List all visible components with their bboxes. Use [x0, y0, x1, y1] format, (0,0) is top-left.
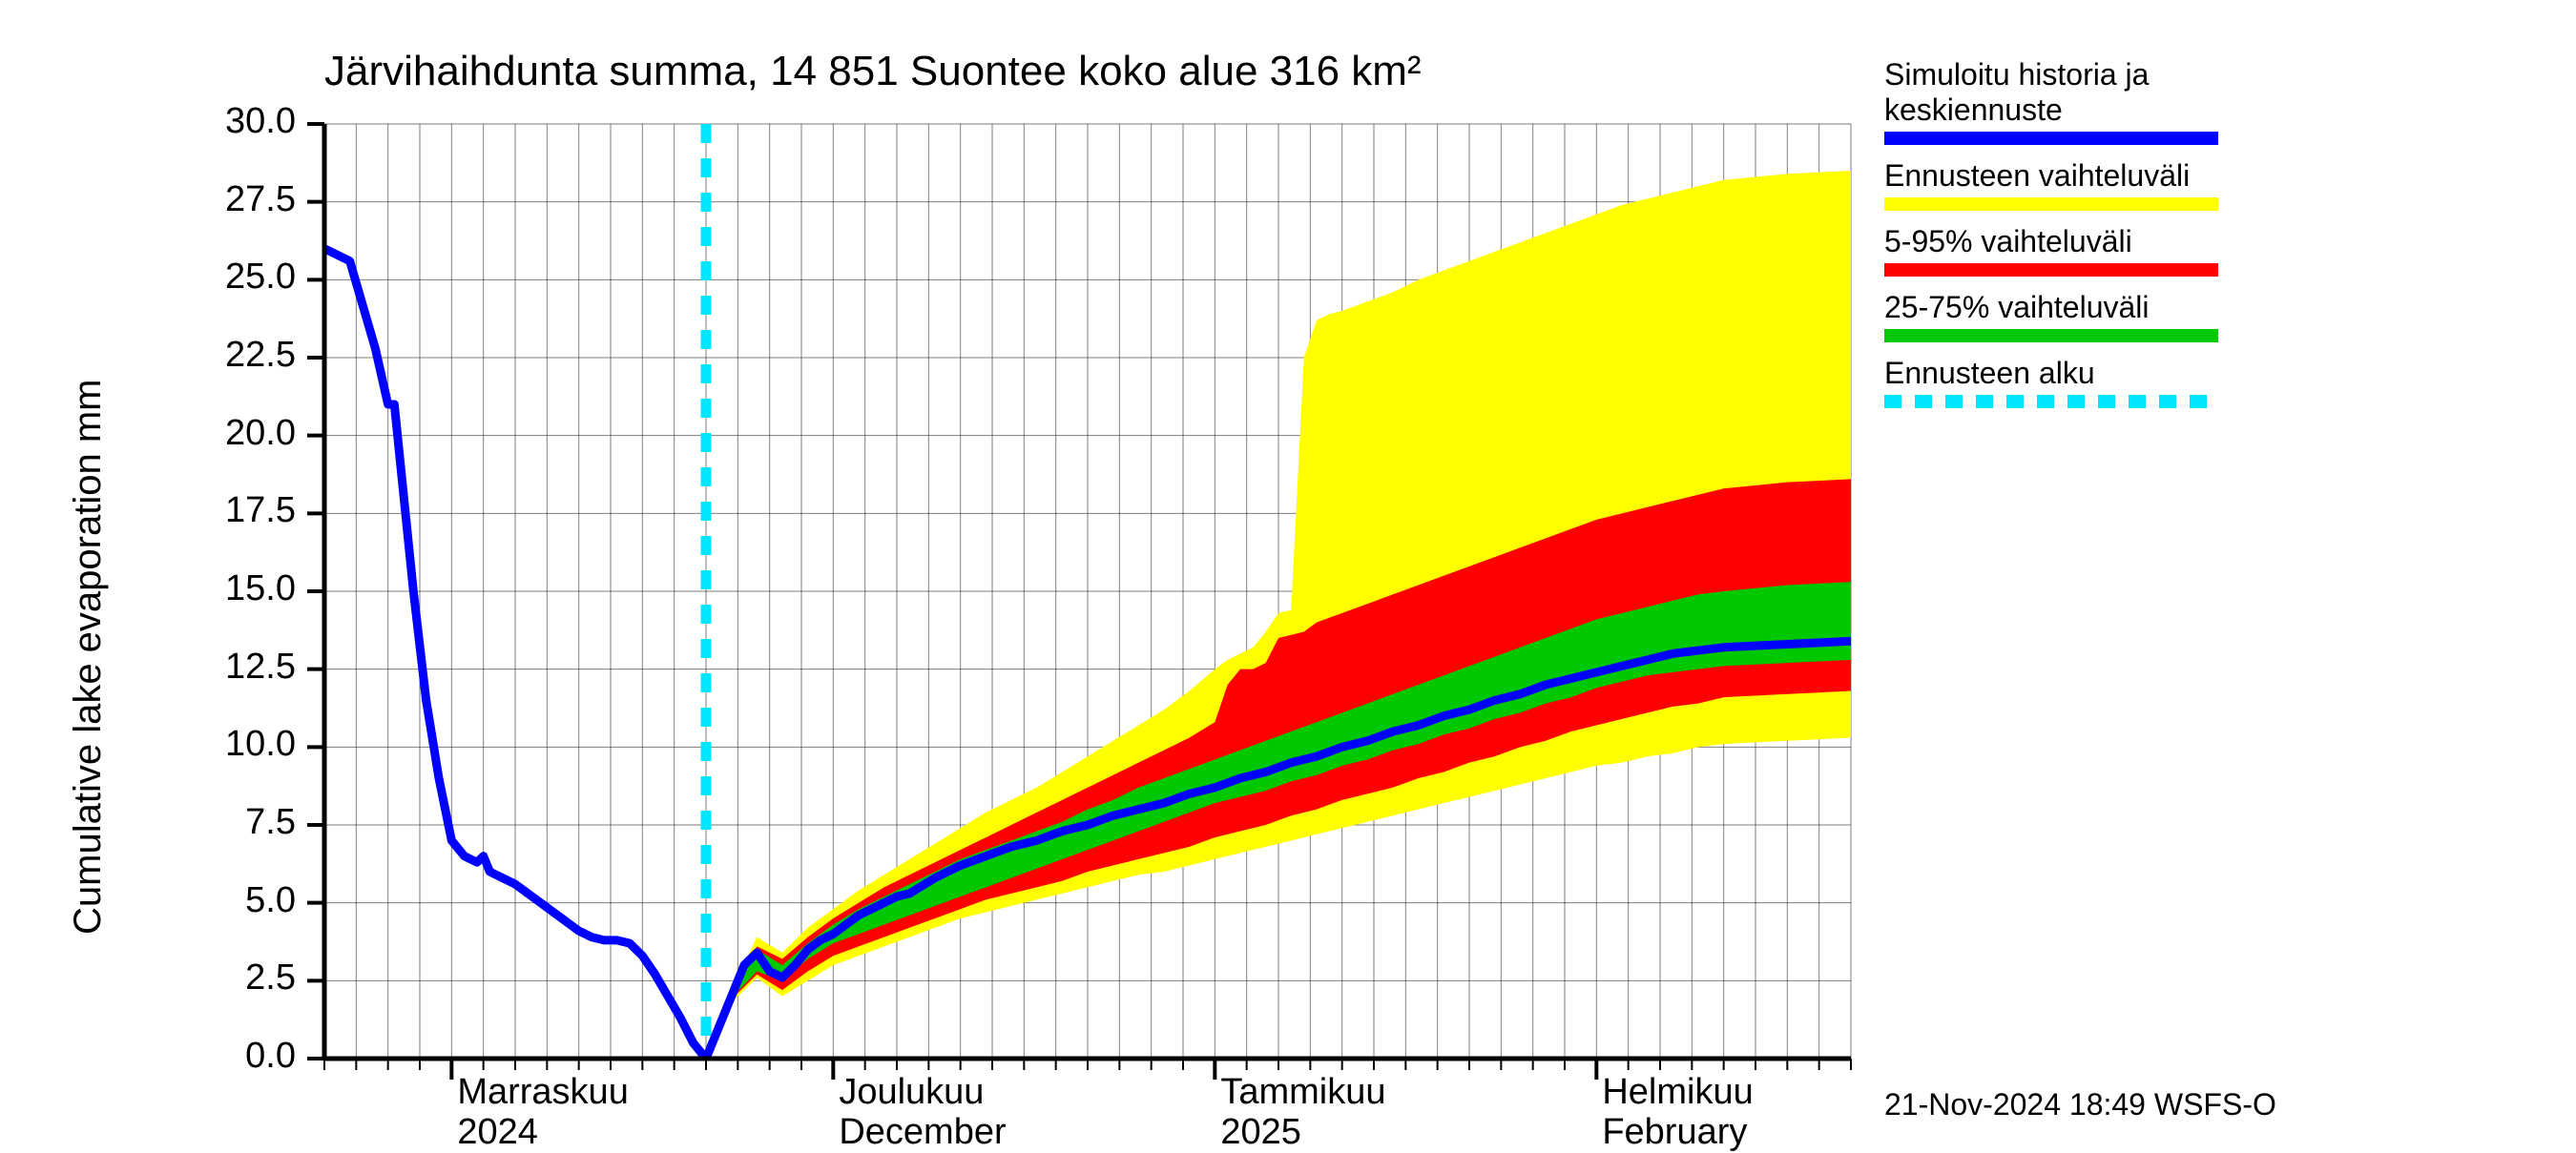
footer-timestamp: 21-Nov-2024 18:49 WSFS-O: [1884, 1087, 2276, 1122]
legend-label: Simuloitu historia ja keskiennuste: [1884, 57, 2247, 128]
legend-label: 25-75% vaihteluväli: [1884, 290, 2247, 325]
legend-swatch: [1884, 197, 2218, 211]
legend-item-history: Simuloitu historia ja keskiennuste: [1884, 57, 2247, 145]
x-tick-label-bottom: 2025: [1220, 1112, 1301, 1153]
legend-item-25-75: 25-75% vaihteluväli: [1884, 290, 2247, 342]
chart-stage: Järvihaihdunta summa, 14 851 Suontee kok…: [0, 0, 2576, 1144]
legend-label: Ennusteen alku: [1884, 356, 2247, 391]
legend-item-range: Ennusteen vaihteluväli: [1884, 158, 2247, 211]
legend-item-5-95: 5-95% vaihteluväli: [1884, 224, 2247, 277]
legend-label: Ennusteen vaihteluväli: [1884, 158, 2247, 194]
x-tick-label-bottom: December: [839, 1112, 1006, 1153]
legend-item-forecast-start: Ennusteen alku: [1884, 356, 2247, 408]
legend-swatch: [1884, 395, 2218, 408]
x-tick-label-bottom: February: [1602, 1112, 1747, 1153]
legend-swatch: [1884, 132, 2218, 145]
legend-label: 5-95% vaihteluväli: [1884, 224, 2247, 259]
x-tick-label-bottom: 2024: [457, 1112, 538, 1153]
legend-swatch: [1884, 263, 2218, 277]
plot-area: [0, 0, 1889, 1097]
legend-swatch: [1884, 329, 2218, 342]
legend: Simuloitu historia ja keskiennuste Ennus…: [1884, 57, 2247, 422]
